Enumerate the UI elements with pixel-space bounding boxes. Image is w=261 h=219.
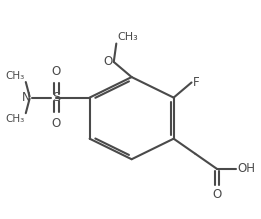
Text: CH₃: CH₃ — [118, 32, 138, 42]
Text: CH₃: CH₃ — [6, 71, 25, 81]
Text: F: F — [193, 76, 199, 89]
Text: OH: OH — [237, 162, 255, 175]
Text: N: N — [22, 91, 31, 104]
Text: CH₃: CH₃ — [6, 114, 25, 124]
Text: O: O — [52, 117, 61, 130]
Text: O: O — [212, 188, 222, 201]
Text: O: O — [52, 65, 61, 78]
Text: O: O — [103, 55, 112, 68]
Text: S: S — [52, 91, 61, 104]
